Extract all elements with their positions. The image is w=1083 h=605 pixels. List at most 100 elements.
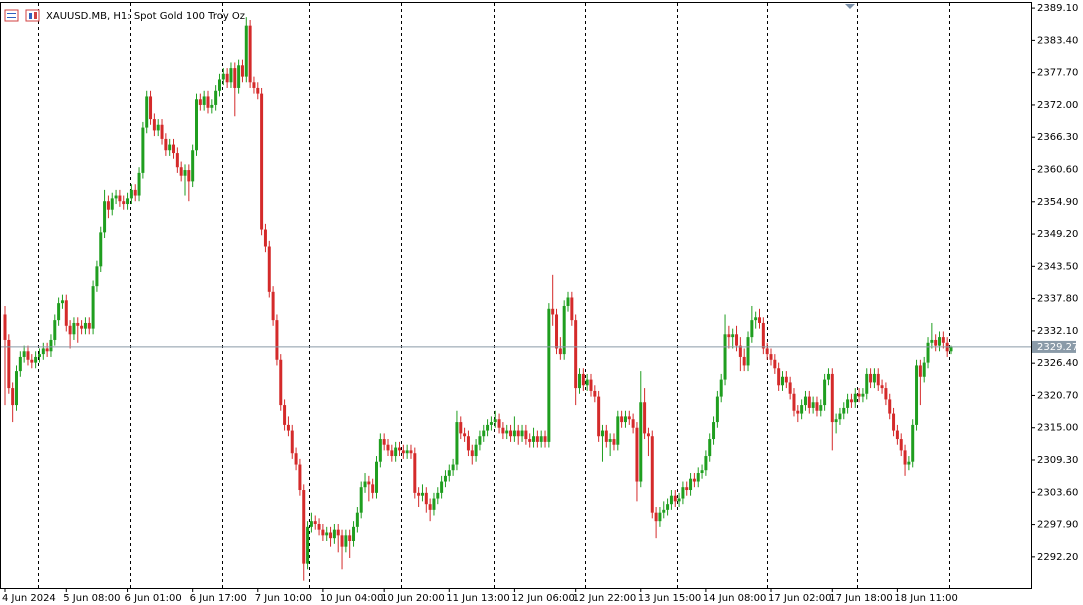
candle-body [248,25,252,83]
y-tick-label: 2332.10 [1037,326,1078,337]
candle-body [715,396,719,423]
candle-body [512,430,516,437]
candle-body [635,427,639,482]
candle-body [570,297,574,321]
candle-body [80,325,84,329]
candle-body [555,314,559,349]
candle-body [440,481,444,493]
candle-body [91,286,95,329]
x-tick-label: 10 Jun 04:00 [320,593,384,604]
candle-body [83,322,87,329]
y-tick-label: 2354.90 [1037,197,1078,208]
candle-body [482,430,486,437]
candle-body [286,424,290,431]
candle-body [187,170,191,182]
candle-body [110,198,114,210]
candle-body [375,461,379,493]
candle-body [195,99,198,151]
candle-body [463,433,467,437]
x-tick-label: 12 Jun 06:00 [511,593,575,604]
x-tick-label: 4 Jun 2024 [2,593,56,604]
candle-body [738,345,742,357]
candle-body [325,532,329,536]
candle-body [880,385,884,389]
candle-body [87,322,91,329]
candle-body [578,373,581,389]
candle-body [830,373,834,423]
y-tick-label: 2360.60 [1037,164,1078,175]
candle-body [348,535,352,541]
candle-body [777,368,781,386]
candle-body [627,416,631,420]
candle-body [639,402,643,482]
candle-body [118,195,122,202]
candle-body [3,314,7,340]
candle-body [727,334,731,338]
y-tick-label: 2366.30 [1037,132,1078,143]
candle-body [22,351,26,357]
candle-body [520,430,524,437]
candle-body [800,405,804,414]
candle-body [608,439,612,442]
candle-body [911,424,915,462]
candle-body [363,481,367,488]
candle-body [252,82,256,88]
candle-body [681,487,685,499]
candle-body [198,99,202,105]
candle-body [524,430,528,440]
candle-body [922,362,926,377]
candle-body [780,376,784,386]
candle-body [505,430,509,434]
candle-body [547,308,551,442]
candle-body [528,439,532,442]
candle-body [869,373,873,383]
candle-body [41,348,45,355]
candle-body [49,339,53,352]
y-tick-label: 2297.90 [1037,520,1078,531]
candle-body [340,535,344,547]
candle-body [11,388,15,406]
candle-body [819,405,823,411]
candle-body [704,456,708,471]
candle-body [581,373,585,386]
candle-body [918,365,922,377]
candle-body [447,470,451,476]
candle-body [244,25,248,77]
candle-body [210,104,214,108]
chart-title: XAUUSD.MB, H1: Spot Gold 100 Troy Oz [46,11,245,22]
candle-body [516,430,520,437]
candle-body [662,509,666,513]
candle-body [237,65,241,88]
x-tick-label: 5 Jun 08:00 [63,593,120,604]
candle-body [114,195,118,199]
candle-body [417,492,421,496]
candle-body [585,379,589,386]
candle-body [600,430,604,437]
candle-body [604,430,608,442]
candle-body [26,351,30,360]
candle-body [589,379,593,391]
candle-body [735,334,739,346]
candle-body [152,119,156,131]
candle-body [145,96,149,128]
candle-body [371,484,375,493]
candle-body [673,495,677,502]
candle-body [309,521,313,527]
y-tick-label: 2292.20 [1037,552,1078,563]
day-separators [38,3,950,588]
candle-body [106,201,110,210]
candle-body [696,473,700,482]
candle-body [306,526,310,564]
candle-body [773,359,777,369]
y-tick-label: 2377.70 [1037,68,1078,79]
candle-body [409,450,413,454]
candle-body [344,535,348,547]
candle-body [620,416,624,423]
candle-body [179,167,183,176]
candle-body [68,325,72,335]
candle-body [723,334,727,380]
x-tick-label: 12 Jun 22:00 [573,593,637,604]
x-tick-label: 14 Jun 08:00 [703,593,767,604]
candle-body [103,201,107,233]
candle-body [390,450,394,457]
